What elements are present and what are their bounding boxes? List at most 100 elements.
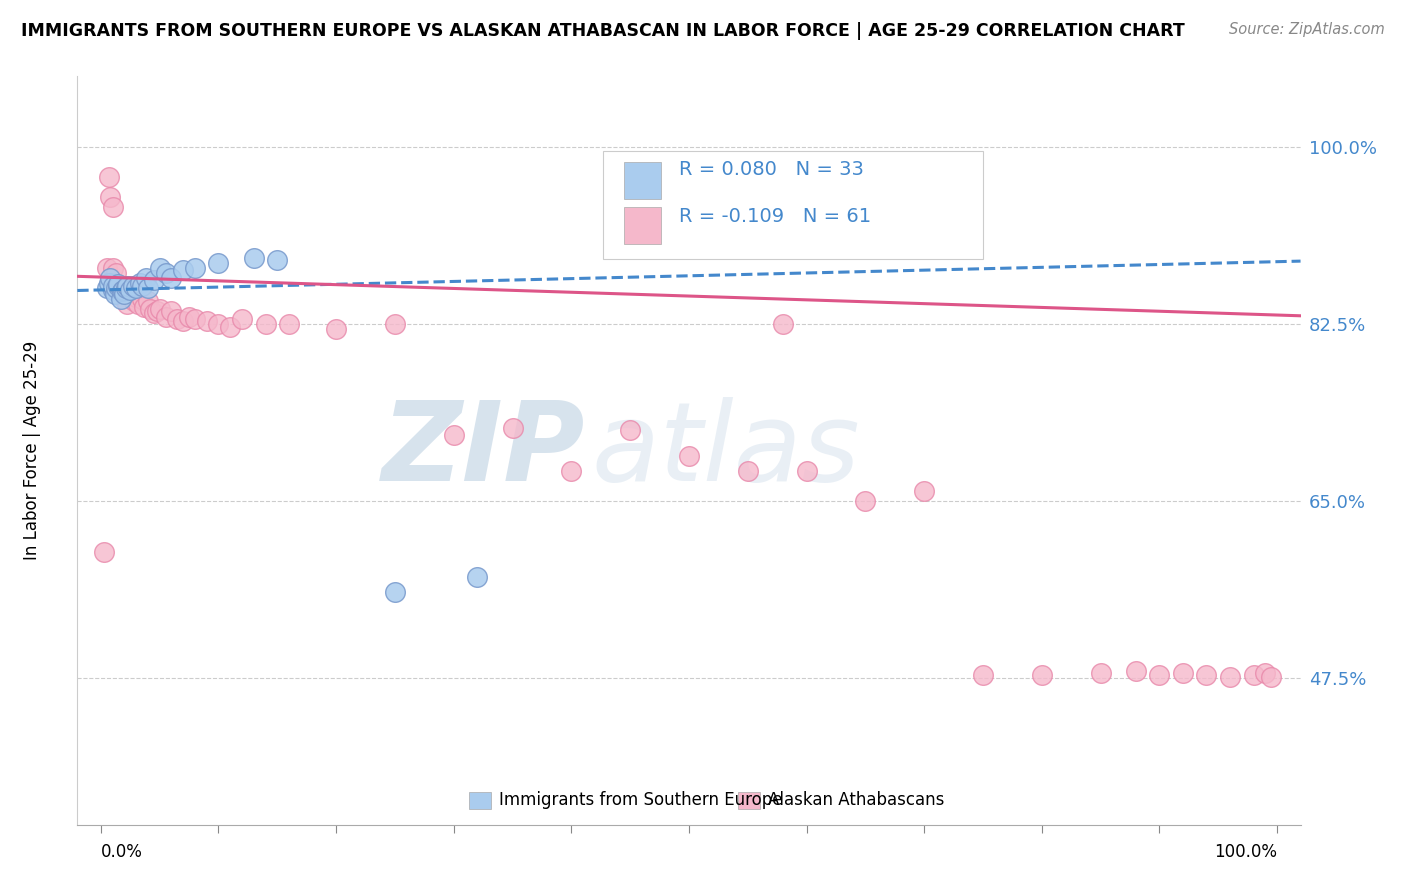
- Point: [120, 286, 142, 301]
- Point: [112, 284, 135, 298]
- Point: [105, 266, 128, 280]
- Point: [111, 285, 134, 299]
- Point: [98, 271, 121, 285]
- Point: [242, 251, 264, 265]
- Text: Immigrants from Southern Europe: Immigrants from Southern Europe: [499, 791, 783, 809]
- Point: [93, 545, 115, 559]
- Point: [104, 286, 127, 301]
- Point: [115, 279, 138, 293]
- Point: [155, 266, 177, 280]
- Point: [325, 322, 347, 336]
- Point: [278, 317, 301, 331]
- Text: R = -0.109   N = 61: R = -0.109 N = 61: [679, 207, 872, 226]
- Point: [101, 279, 124, 293]
- Point: [502, 421, 524, 435]
- Point: [1254, 666, 1277, 681]
- Text: ZIP: ZIP: [381, 397, 585, 504]
- Point: [560, 464, 582, 478]
- Point: [853, 494, 876, 508]
- Point: [125, 289, 148, 303]
- Point: [912, 483, 935, 498]
- Point: [110, 286, 132, 301]
- Point: [149, 261, 172, 276]
- Point: [177, 310, 200, 324]
- Point: [254, 317, 277, 331]
- Point: [114, 281, 136, 295]
- Point: [121, 279, 143, 293]
- Point: [115, 296, 138, 310]
- Point: [98, 190, 121, 204]
- Point: [139, 301, 162, 316]
- Point: [207, 317, 229, 331]
- Point: [112, 284, 135, 298]
- Point: [136, 281, 159, 295]
- Point: [172, 314, 194, 328]
- Point: [105, 281, 128, 295]
- Point: [149, 301, 172, 316]
- Point: [231, 311, 253, 326]
- Point: [1090, 666, 1112, 681]
- Point: [104, 277, 127, 291]
- Point: [107, 279, 129, 293]
- Point: [101, 201, 124, 215]
- Point: [142, 273, 165, 287]
- Text: IMMIGRANTS FROM SOUTHERN EUROPE VS ALASKAN ATHABASCAN IN LABOR FORCE | AGE 25-29: IMMIGRANTS FROM SOUTHERN EUROPE VS ALASK…: [21, 22, 1185, 40]
- Point: [195, 314, 218, 328]
- Point: [107, 281, 129, 295]
- Point: [96, 261, 118, 276]
- Point: [796, 464, 818, 478]
- Point: [96, 281, 118, 295]
- Point: [121, 292, 143, 306]
- Point: [384, 585, 406, 599]
- Point: [166, 311, 188, 326]
- Point: [134, 300, 156, 314]
- Point: [101, 284, 124, 298]
- Point: [101, 261, 124, 276]
- Text: R = 0.080   N = 33: R = 0.080 N = 33: [679, 161, 865, 179]
- Point: [772, 317, 794, 331]
- Point: [1031, 668, 1053, 682]
- Point: [128, 277, 150, 291]
- Point: [207, 256, 229, 270]
- Point: [184, 311, 207, 326]
- Text: In Labor Force | Age 25-29: In Labor Force | Age 25-29: [22, 341, 41, 560]
- Bar: [624, 162, 661, 200]
- Point: [117, 279, 139, 293]
- Point: [1149, 668, 1171, 682]
- Point: [1171, 666, 1194, 681]
- Point: [737, 464, 759, 478]
- Point: [122, 293, 145, 308]
- Point: [443, 428, 465, 442]
- Point: [1195, 668, 1218, 682]
- Text: Alaskan Athabascans: Alaskan Athabascans: [769, 791, 945, 809]
- Point: [131, 279, 153, 293]
- Text: atlas: atlas: [591, 397, 859, 504]
- Point: [1125, 664, 1147, 678]
- Text: 0.0%: 0.0%: [101, 843, 143, 862]
- Point: [266, 253, 288, 268]
- Bar: [468, 792, 491, 809]
- Point: [678, 449, 700, 463]
- Point: [135, 271, 157, 285]
- Point: [107, 277, 129, 292]
- FancyBboxPatch shape: [603, 151, 983, 260]
- Point: [131, 292, 153, 306]
- Point: [110, 292, 132, 306]
- Point: [619, 423, 641, 437]
- Point: [184, 261, 207, 276]
- Point: [172, 263, 194, 277]
- Point: [142, 306, 165, 320]
- Point: [120, 284, 142, 298]
- Point: [1243, 668, 1265, 682]
- Point: [98, 277, 121, 291]
- Point: [219, 320, 242, 334]
- Point: [1260, 670, 1282, 684]
- Point: [112, 286, 135, 301]
- Text: 100.0%: 100.0%: [1213, 843, 1277, 862]
- Point: [146, 303, 169, 318]
- Point: [127, 296, 149, 310]
- Point: [111, 289, 134, 303]
- Point: [972, 668, 994, 682]
- Point: [98, 170, 121, 185]
- Point: [136, 293, 159, 308]
